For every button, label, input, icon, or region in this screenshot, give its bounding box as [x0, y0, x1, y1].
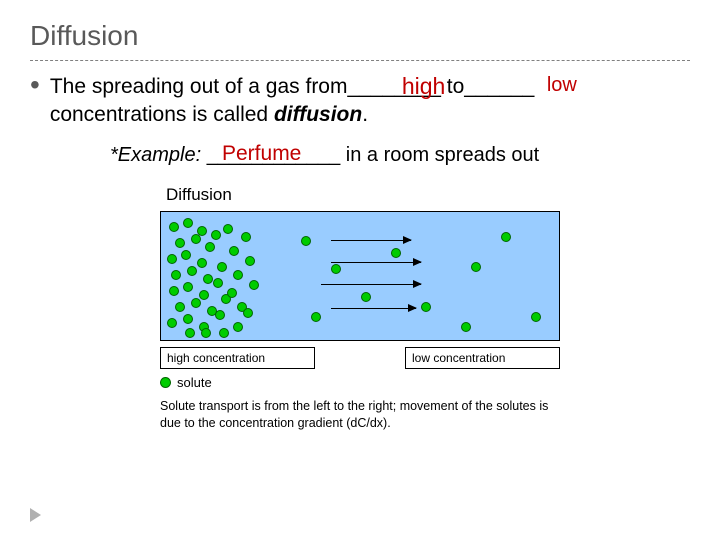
arrow-icon: [331, 308, 416, 310]
solute-legend: solute: [160, 375, 560, 390]
bullet-icon: •: [30, 71, 40, 99]
particle: [205, 242, 215, 252]
particle: [223, 224, 233, 234]
particle: [203, 274, 213, 284]
answer-high: high: [402, 71, 445, 102]
particle: [249, 280, 259, 290]
particle: [191, 298, 201, 308]
diagram-container: Diffusion high concentration low concent…: [30, 185, 690, 432]
blank2: ______: [464, 75, 534, 98]
particle: [183, 314, 193, 324]
particle: [169, 286, 179, 296]
particle: [215, 310, 225, 320]
particle: [361, 292, 371, 302]
particle: [501, 232, 511, 242]
particle: [217, 262, 227, 272]
particle: [211, 230, 221, 240]
arrow-icon: [331, 262, 421, 264]
text-pre: The spreading out of a gas from: [50, 75, 348, 98]
particle: [197, 258, 207, 268]
term-diffusion: diffusion: [274, 103, 362, 126]
particle: [421, 302, 431, 312]
particle: [169, 222, 179, 232]
label-low-concentration: low concentration: [405, 347, 560, 369]
solute-dot-icon: [160, 377, 171, 388]
particle: [175, 302, 185, 312]
particle: [531, 312, 541, 322]
particle: [219, 328, 229, 338]
particle: [311, 312, 321, 322]
particle: [301, 236, 311, 246]
particle: [229, 246, 239, 256]
particle: [183, 282, 193, 292]
particle: [199, 290, 209, 300]
line2-end: .: [362, 103, 368, 126]
particle: [191, 234, 201, 244]
example-pre: *Example:: [110, 144, 207, 166]
bullet-block: • The spreading out of a gas from_______…: [30, 73, 690, 130]
particle: [181, 250, 191, 260]
labels-row: high concentration low concentration: [160, 347, 560, 369]
arrow-icon: [321, 284, 421, 286]
arrow-icon: [331, 240, 411, 242]
definition-text: The spreading out of a gas from________ …: [50, 73, 535, 130]
particle: [471, 262, 481, 272]
slide-title: Diffusion: [30, 20, 690, 52]
answer-low: low: [547, 72, 577, 99]
label-high-concentration: high concentration: [160, 347, 315, 369]
particle: [391, 248, 401, 258]
particle: [461, 322, 471, 332]
particle: [233, 270, 243, 280]
particle: [175, 238, 185, 248]
particle: [233, 322, 243, 332]
particle: [185, 328, 195, 338]
example-line: *Example: ____________ in a room spreads…: [110, 144, 690, 167]
divider: [30, 60, 690, 61]
footer-accent-icon: [30, 508, 41, 522]
diagram-caption: Solute transport is from the left to the…: [160, 398, 560, 432]
diagram-title: Diffusion: [166, 185, 560, 205]
particle: [227, 288, 237, 298]
particle: [167, 254, 177, 264]
particle: [167, 318, 177, 328]
line2-pre: concentrations is called: [50, 103, 274, 126]
particle: [243, 308, 253, 318]
diffusion-box: [160, 211, 560, 341]
solute-label: solute: [177, 375, 212, 390]
answer-perfume: Perfume: [222, 142, 301, 166]
particle: [201, 328, 211, 338]
particle: [183, 218, 193, 228]
particle: [171, 270, 181, 280]
particle: [187, 266, 197, 276]
particle: [241, 232, 251, 242]
example-post: in a room spreads out: [340, 144, 539, 166]
particle: [245, 256, 255, 266]
particle: [213, 278, 223, 288]
particle: [331, 264, 341, 274]
